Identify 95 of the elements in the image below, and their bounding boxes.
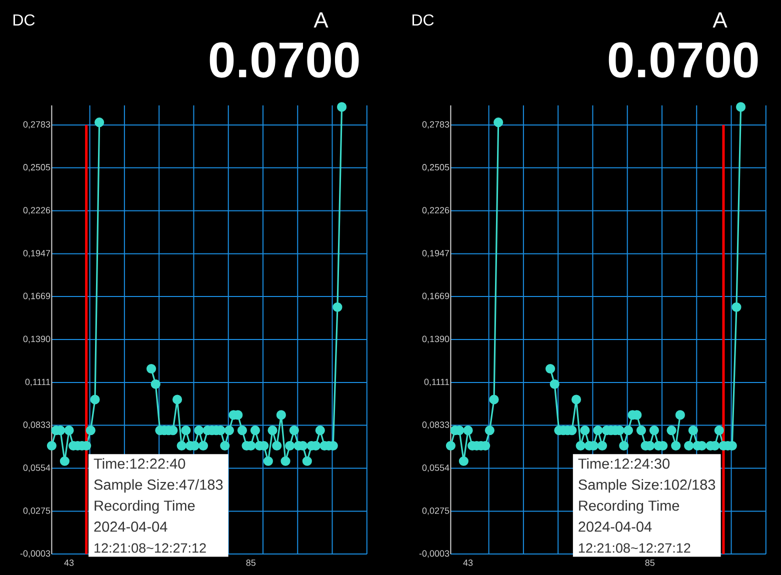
- point: [46, 440, 56, 451]
- annotation: 2024-04-04: [94, 522, 168, 532]
- point: [276, 410, 286, 420]
- point: [272, 440, 282, 451]
- point: [263, 456, 273, 466]
- y-tick-label: 0,2783: [23, 121, 50, 129]
- point: [732, 302, 742, 312]
- point: [736, 102, 746, 112]
- annotation: Time:12:24:30: [578, 458, 670, 469]
- point: [550, 379, 560, 389]
- y-tick-label: 0,1669: [23, 292, 50, 300]
- x-tick-label: 85: [645, 560, 654, 566]
- point: [484, 426, 494, 436]
- point: [146, 364, 156, 374]
- point: [198, 440, 208, 451]
- annotation: Recording Time: [579, 500, 680, 514]
- y-tick-label: 0,1111: [25, 378, 50, 386]
- point: [636, 426, 646, 436]
- point: [220, 440, 230, 451]
- y-tick-label: 0,2226: [23, 207, 50, 214]
- point: [172, 394, 182, 404]
- y-tick-label: -0,0003: [20, 550, 50, 558]
- point: [64, 426, 74, 436]
- y-tick-label: 0,0554: [422, 464, 450, 472]
- point: [494, 118, 504, 128]
- text: DC: [13, 14, 35, 26]
- point: [90, 394, 100, 404]
- text: A: [314, 12, 328, 28]
- point: [571, 394, 582, 404]
- y-tick-label: 0,0554: [23, 464, 50, 472]
- point: [688, 426, 698, 436]
- x-tick-label: 85: [246, 560, 256, 566]
- point: [315, 426, 325, 436]
- point: [289, 426, 299, 436]
- y-tick-label: 0,2783: [422, 121, 450, 129]
- annotation: Time:12:22:40: [94, 458, 186, 469]
- point: [684, 440, 694, 451]
- point: [280, 456, 290, 466]
- point: [580, 426, 590, 436]
- point: [60, 456, 70, 466]
- annotation: 2024-04-04: [578, 522, 652, 532]
- annotation: Sample Size:102/183: [578, 479, 716, 493]
- annotation: 12:21:08~12:27:12: [578, 543, 690, 553]
- text: A: [712, 12, 728, 28]
- y-tick-label: 0,0833: [422, 422, 450, 429]
- y-tick-label: 0,2505: [23, 164, 50, 172]
- point: [593, 426, 603, 436]
- y-tick-label: 0,0275: [422, 507, 450, 515]
- point: [597, 440, 608, 451]
- annotation: Recording Time: [94, 500, 195, 514]
- point: [176, 440, 186, 451]
- point: [336, 102, 347, 112]
- point: [619, 440, 629, 451]
- point: [86, 426, 96, 436]
- annotation: 12:21:08~12:27:12: [94, 543, 206, 553]
- point: [181, 426, 191, 436]
- y-tick-label: 0,2505: [422, 164, 450, 172]
- point: [224, 426, 234, 436]
- point: [302, 456, 312, 466]
- y-tick-label: 0,2226: [422, 207, 450, 214]
- x-tick-label: 43: [463, 560, 473, 566]
- point: [671, 440, 681, 451]
- text: DC: [412, 14, 434, 26]
- y-tick-label: 0,1390: [23, 336, 50, 344]
- point: [463, 426, 473, 436]
- point: [649, 426, 659, 436]
- point: [268, 426, 278, 436]
- point: [150, 379, 160, 389]
- y-tick-label: 0,0275: [23, 507, 50, 515]
- point: [94, 118, 104, 128]
- point: [194, 426, 204, 436]
- point: [576, 440, 586, 451]
- point: [458, 456, 468, 466]
- point: [623, 426, 634, 436]
- point: [675, 410, 685, 420]
- text: 0.0700: [608, 42, 758, 78]
- point: [250, 426, 260, 436]
- y-tick-label: 0,1111: [424, 378, 450, 386]
- point: [446, 440, 456, 451]
- y-tick-label: 0,1390: [422, 336, 450, 344]
- point: [489, 394, 499, 404]
- y-tick-label: -0,0003: [419, 550, 450, 558]
- annotation: Sample Size:47/183: [94, 479, 223, 493]
- point: [545, 364, 556, 374]
- point: [285, 440, 295, 451]
- y-tick-label: 0,1947: [23, 250, 50, 258]
- point: [666, 426, 676, 436]
- y-tick-label: 0,0833: [23, 422, 50, 429]
- y-tick-label: 0,1947: [422, 250, 450, 258]
- y-tick-label: 0,1669: [422, 292, 450, 300]
- x-tick-label: 43: [64, 560, 74, 566]
- point: [714, 426, 724, 436]
- point: [332, 302, 342, 312]
- point: [237, 426, 248, 436]
- text: 0.0700: [210, 42, 359, 78]
